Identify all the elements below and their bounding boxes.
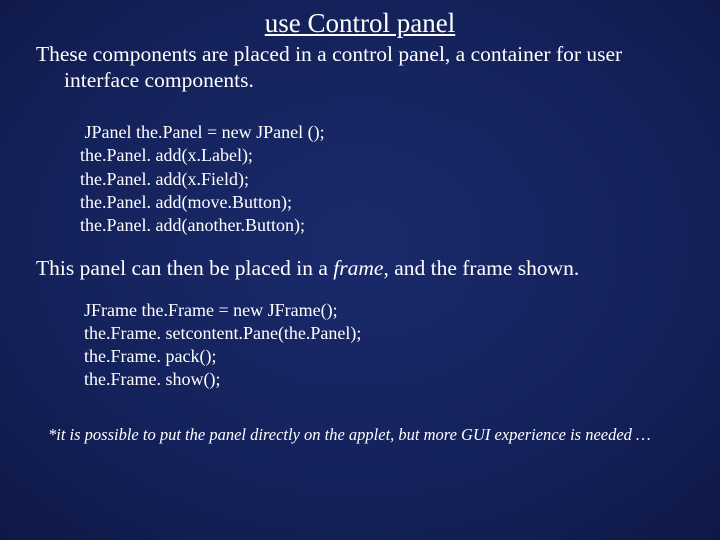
code-line: the.Panel. add(another.Button); <box>80 215 305 235</box>
paragraph-frame-pre: This panel can then be placed in a <box>36 256 333 280</box>
paragraph-frame-post: , and the frame shown. <box>383 256 579 280</box>
code-line: the.Frame. setcontent.Pane(the.Panel); <box>84 323 361 343</box>
code-line: the.Frame. pack(); <box>84 346 216 366</box>
code-line: the.Panel. add(move.Button); <box>80 192 292 212</box>
code-line: JFrame the.Frame = new JFrame(); <box>84 300 338 320</box>
code-block-panel: JPanel the.Panel = new JPanel (); the.Pa… <box>36 121 684 236</box>
paragraph-intro-text: These components are placed in a control… <box>36 41 684 93</box>
code-line: JPanel the.Panel = new JPanel (); <box>80 122 325 142</box>
paragraph-frame: This panel can then be placed in a frame… <box>36 255 684 281</box>
code-block-frame: JFrame the.Frame = new JFrame(); the.Fra… <box>36 299 684 391</box>
paragraph-frame-em: frame <box>333 256 383 280</box>
code-line: the.Panel. add(x.Label); <box>80 145 253 165</box>
code-line: the.Panel. add(x.Field); <box>80 169 249 189</box>
code-line: the.Frame. show(); <box>84 369 220 389</box>
slide-title: use Control panel <box>36 8 684 39</box>
paragraph-intro: These components are placed in a control… <box>36 41 684 93</box>
footnote: *it is possible to put the panel directl… <box>36 425 684 445</box>
slide: use Control panel These components are p… <box>0 0 720 473</box>
